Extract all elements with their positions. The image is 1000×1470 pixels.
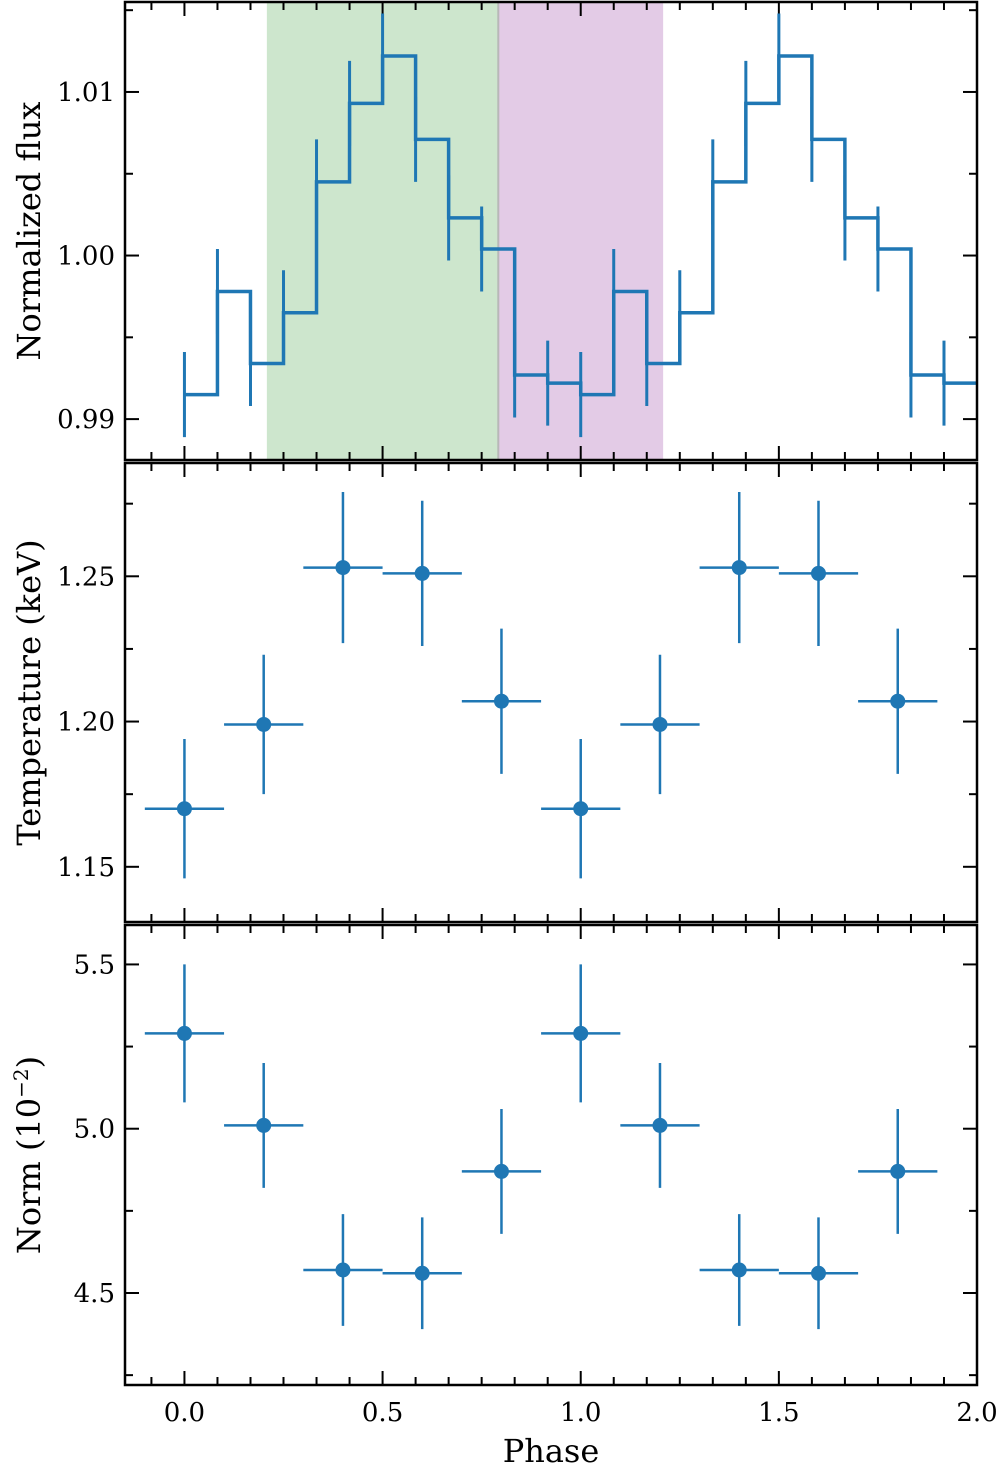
y-tick-label: 0.99 bbox=[57, 405, 115, 435]
x-tick-label: 2.0 bbox=[956, 1398, 997, 1428]
norm-plot-frame bbox=[123, 923, 979, 1387]
phase-x-axis-title: Phase bbox=[503, 1432, 600, 1470]
data-point bbox=[335, 560, 351, 576]
norm-panel: 4.5 5.0 5.5 0.0 0.5 1.0 1.5 2.0 Norm (10−2) Pha… bbox=[9, 923, 998, 1470]
data-point bbox=[652, 716, 668, 732]
norm-y-axis-title-exponent: −2 bbox=[9, 1068, 33, 1097]
data-point bbox=[335, 1262, 351, 1278]
data-point bbox=[810, 1265, 826, 1281]
temperature-y-axis-title: Temperature (keV) bbox=[10, 539, 48, 845]
data-point bbox=[176, 801, 192, 817]
temperature-axis-ticks bbox=[125, 463, 978, 922]
data-point-group bbox=[620, 654, 700, 795]
flux-plot-frame bbox=[123, 0, 979, 462]
y-tick-label: 1.20 bbox=[57, 708, 115, 738]
x-tick-label: 1.5 bbox=[758, 1398, 799, 1428]
data-point-group bbox=[224, 1063, 304, 1188]
data-point bbox=[731, 560, 747, 576]
data-point-group bbox=[461, 628, 542, 774]
temperature-series bbox=[144, 492, 938, 879]
data-point-group bbox=[699, 492, 779, 644]
data-point-group bbox=[144, 738, 225, 879]
flux-y-axis-title: Normalized flux bbox=[10, 102, 48, 361]
data-point bbox=[256, 716, 272, 732]
data-point-group bbox=[541, 964, 621, 1103]
y-tick-label: 1.01 bbox=[57, 78, 115, 108]
data-point bbox=[493, 693, 509, 709]
data-point-group bbox=[858, 628, 938, 774]
flux-tick-labels: 0.99 1.00 1.01 bbox=[57, 78, 115, 435]
x-tick-label: 0.0 bbox=[164, 1398, 205, 1428]
norm-y-axis-title-main: Norm (10 bbox=[10, 1098, 48, 1254]
y-tick-label: 1.15 bbox=[57, 853, 115, 883]
data-point-group bbox=[382, 500, 462, 647]
norm-axis-ticks bbox=[125, 925, 978, 1385]
data-point-group bbox=[461, 1109, 542, 1234]
y-tick-label: 1.00 bbox=[57, 242, 115, 272]
y-tick-label: 5.0 bbox=[74, 1115, 115, 1145]
temperature-panel: 1.15 1.20 1.25 Temperature (keV) bbox=[10, 461, 979, 924]
data-point bbox=[414, 565, 430, 581]
data-point-group bbox=[858, 1109, 938, 1234]
data-point-group bbox=[303, 492, 383, 644]
data-point-group bbox=[303, 1214, 383, 1326]
data-point-group bbox=[620, 1063, 700, 1188]
data-point bbox=[176, 1025, 192, 1041]
data-point-group bbox=[382, 1217, 462, 1330]
flux-series bbox=[182, 13, 977, 438]
data-point-group bbox=[144, 964, 225, 1103]
data-point bbox=[890, 1163, 906, 1179]
y-tick-label: 5.5 bbox=[74, 950, 115, 980]
data-point bbox=[890, 693, 906, 709]
norm-y-axis-title: Norm (10−2) bbox=[9, 1056, 48, 1254]
y-tick-label: 4.5 bbox=[74, 1279, 115, 1309]
data-point-group bbox=[778, 1217, 859, 1330]
data-point bbox=[810, 565, 826, 581]
norm-tick-labels: 4.5 5.0 5.5 0.0 0.5 1.0 1.5 2.0 bbox=[74, 950, 998, 1428]
data-point bbox=[414, 1265, 430, 1281]
temperature-tick-labels: 1.15 1.20 1.25 bbox=[57, 562, 115, 883]
norm-y-axis-title-close: ) bbox=[10, 1056, 48, 1068]
phase-shading bbox=[266, 2, 664, 460]
temperature-plot-frame bbox=[123, 461, 979, 924]
data-point-group bbox=[541, 738, 621, 879]
flux-axis-ticks bbox=[125, 2, 978, 460]
data-point bbox=[573, 801, 589, 817]
data-point-group bbox=[224, 654, 304, 795]
y-tick-label: 1.25 bbox=[57, 562, 115, 592]
data-point-group bbox=[699, 1214, 779, 1326]
norm-series bbox=[144, 964, 938, 1330]
data-point bbox=[573, 1025, 589, 1041]
data-point bbox=[493, 1163, 509, 1179]
data-point-group bbox=[778, 500, 859, 647]
flux-panel: 0.99 1.00 1.01 Normalized flux bbox=[10, 0, 979, 462]
x-tick-label: 1.0 bbox=[560, 1398, 601, 1428]
data-point bbox=[256, 1117, 272, 1133]
x-tick-label: 0.5 bbox=[362, 1398, 403, 1428]
data-point bbox=[731, 1262, 747, 1278]
data-point bbox=[652, 1117, 668, 1133]
